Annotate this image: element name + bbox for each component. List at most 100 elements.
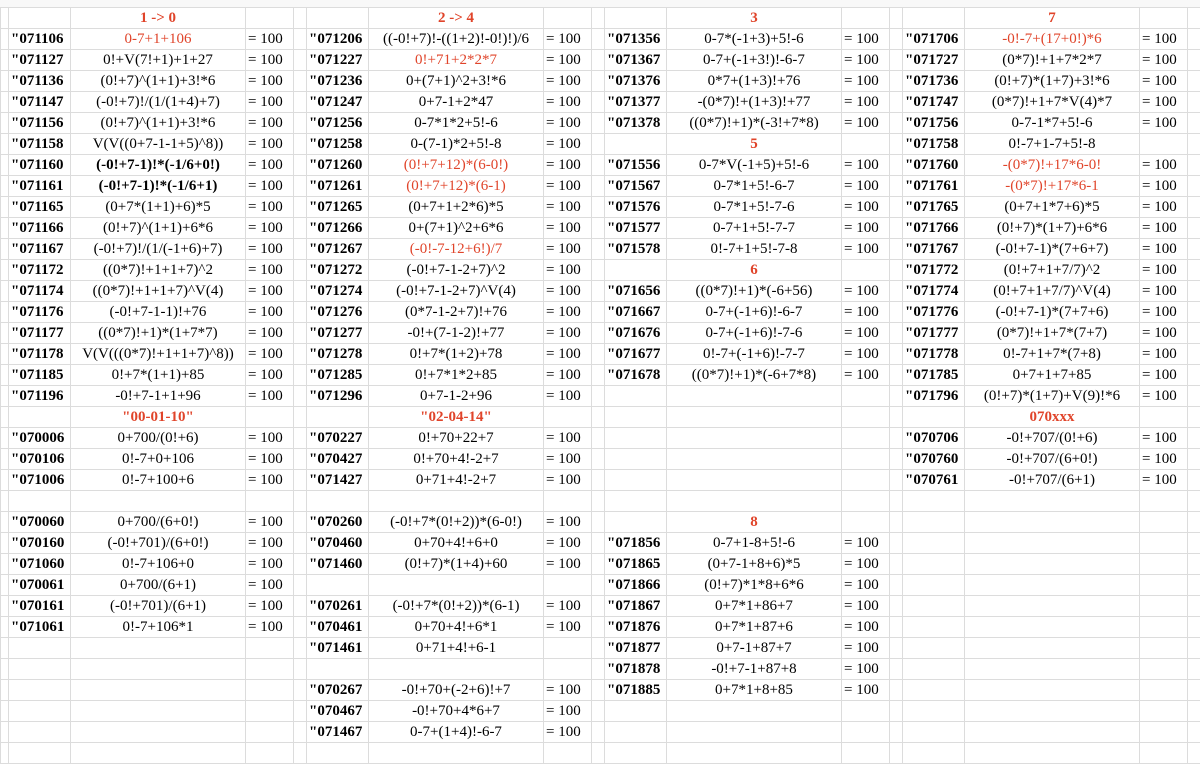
- result-cell: = 100: [544, 302, 592, 323]
- result-cell: = 100: [246, 92, 294, 113]
- cell: [1140, 638, 1188, 659]
- result-cell: = 100: [246, 134, 294, 155]
- expression-cell: 0+700/(0!+6): [71, 428, 246, 449]
- cell: [592, 407, 605, 428]
- cell: [1, 659, 9, 680]
- code-cell: "071667: [605, 302, 667, 323]
- cell: [1188, 659, 1200, 680]
- result-cell: = 100: [842, 575, 890, 596]
- cell: [890, 302, 903, 323]
- cell: [965, 533, 1140, 554]
- result-cell: = 100: [246, 239, 294, 260]
- cell: [965, 680, 1140, 701]
- cell: [667, 449, 842, 470]
- result-cell: = 100: [842, 302, 890, 323]
- expression-cell: (-0!+7-1)!*(-1/6+1): [71, 176, 246, 197]
- cell: [294, 617, 307, 638]
- code-cell: "071677: [605, 344, 667, 365]
- code-cell: "071567: [605, 176, 667, 197]
- code-cell: "070761: [903, 470, 965, 491]
- code-cell: "071158: [9, 134, 71, 155]
- cell: [294, 407, 307, 428]
- cell: [903, 659, 965, 680]
- result-cell: = 100: [246, 386, 294, 407]
- cell: [965, 491, 1140, 512]
- cell: [1140, 407, 1188, 428]
- cell: [842, 701, 890, 722]
- code-cell: "070160: [9, 533, 71, 554]
- expression-cell: ((0*7)!+1+1+7)^2: [71, 260, 246, 281]
- result-cell: = 100: [1140, 365, 1188, 386]
- cell: [605, 428, 667, 449]
- cell: [903, 596, 965, 617]
- cell: [1, 449, 9, 470]
- cell: [1188, 365, 1200, 386]
- cell: [1, 701, 9, 722]
- expression-cell: 0+7*1+8+85: [667, 680, 842, 701]
- cell: [1188, 533, 1200, 554]
- expression-cell: -0!+707/(6+1): [965, 470, 1140, 491]
- cell: [1188, 512, 1200, 533]
- code-cell: "071166: [9, 218, 71, 239]
- cell: [294, 365, 307, 386]
- expression-cell: 0!+7*1*2+85: [369, 365, 544, 386]
- code-cell: "071678: [605, 365, 667, 386]
- expression-cell: (-0!+7)!/(1/(-1+6)+7): [71, 239, 246, 260]
- cell: [667, 386, 842, 407]
- expression-cell: 0!+V(7!+1)+1+27: [71, 50, 246, 71]
- cell: [592, 428, 605, 449]
- expression-cell: (0+7+1+2*6)*5: [369, 197, 544, 218]
- sheet-row: "071878-0!+7-1+87+8= 100: [1, 659, 1200, 680]
- expression-cell: 0+7*1+86+7: [667, 596, 842, 617]
- expression-cell: 0!-7+1-7+5!-8: [965, 134, 1140, 155]
- result-cell: = 100: [842, 92, 890, 113]
- expression-cell: 0-7-1*7+5!-6: [965, 113, 1140, 134]
- code-cell: "071556: [605, 155, 667, 176]
- cell: [890, 176, 903, 197]
- cell: [903, 680, 965, 701]
- expression-cell: (0!+7)*(1+7)+V(9)!*6: [965, 386, 1140, 407]
- result-cell: = 100: [544, 197, 592, 218]
- cell: [667, 491, 842, 512]
- result-cell: = 100: [842, 155, 890, 176]
- cell: [605, 134, 667, 155]
- cell: [965, 575, 1140, 596]
- cell: [369, 743, 544, 764]
- result-cell: = 100: [246, 596, 294, 617]
- cell: [903, 638, 965, 659]
- result-cell: = 100: [544, 554, 592, 575]
- cell: [1, 638, 9, 659]
- expression-cell: (-0!+7-1)!*(-1/6+0!): [71, 155, 246, 176]
- cell: [842, 260, 890, 281]
- code-cell: "070227: [307, 428, 369, 449]
- expression-cell: 0-7*1+5!-6-7: [667, 176, 842, 197]
- cell: [842, 743, 890, 764]
- cell: [71, 701, 246, 722]
- cell: [1, 113, 9, 134]
- cell: [294, 533, 307, 554]
- section-header: 070xxx: [965, 407, 1140, 428]
- expression-cell: 0+700/(6+0!): [71, 512, 246, 533]
- result-cell: = 100: [842, 239, 890, 260]
- expression-cell: (0+7+1*7+6)*5: [965, 197, 1140, 218]
- cell: [1188, 260, 1200, 281]
- cell: [890, 743, 903, 764]
- cell: [1188, 449, 1200, 470]
- cell: [890, 134, 903, 155]
- expression-cell: (0!+7)^(1+1)+3!*6: [71, 113, 246, 134]
- cell: [1, 302, 9, 323]
- cell: [903, 512, 965, 533]
- cell: [294, 428, 307, 449]
- cell: [544, 638, 592, 659]
- expression-cell: (0!+7)*(1+7)+6*6: [965, 218, 1140, 239]
- cell: [605, 407, 667, 428]
- cell: [592, 470, 605, 491]
- code-cell: "071656: [605, 281, 667, 302]
- code-cell: "071127: [9, 50, 71, 71]
- result-cell: = 100: [544, 470, 592, 491]
- cell: [307, 8, 369, 29]
